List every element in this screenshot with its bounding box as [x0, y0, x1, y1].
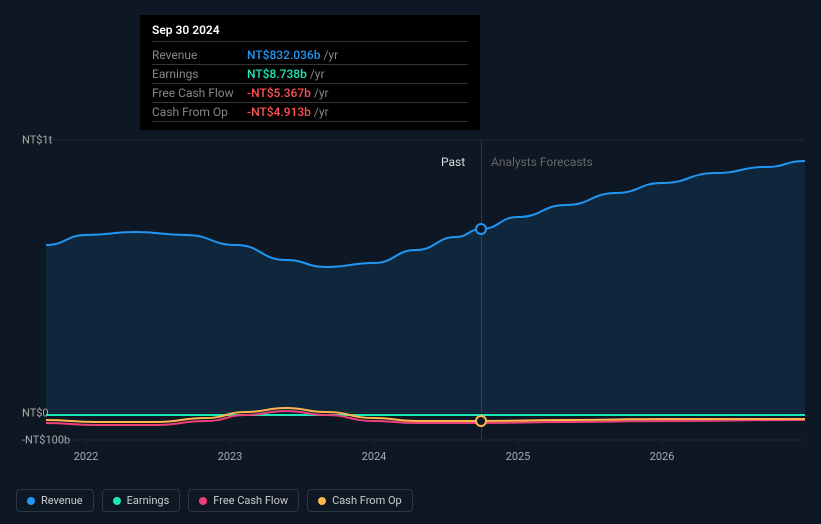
legend-item[interactable]: Free Cash Flow [188, 489, 299, 512]
x-axis-label: 2024 [362, 450, 387, 463]
tooltip-unit: /yr [314, 105, 329, 119]
legend-label: Revenue [41, 494, 83, 507]
y-axis-label: -NT$100b [22, 434, 70, 447]
y-axis-label: NT$0 [22, 406, 49, 419]
x-axis-label: 2026 [650, 450, 675, 463]
legend-item[interactable]: Cash From Op [307, 489, 413, 512]
tooltip-value: -NT$5.367b [247, 86, 311, 100]
x-axis-label: 2022 [74, 450, 99, 463]
tooltip-unit: /yr [323, 48, 338, 62]
tooltip-row: Free Cash Flow-NT$5.367b/yr [152, 84, 468, 103]
y-axis-label: NT$1t [22, 134, 52, 147]
tooltip-unit: /yr [310, 67, 325, 81]
legend-label: Cash From Op [332, 494, 402, 507]
legend-dot-icon [318, 497, 326, 505]
tooltip-unit: /yr [314, 86, 329, 100]
tooltip-date: Sep 30 2024 [152, 23, 468, 42]
legend-label: Earnings [127, 494, 170, 507]
legend-dot-icon [27, 497, 35, 505]
tooltip-rows: RevenueNT$832.036b/yrEarningsNT$8.738b/y… [152, 46, 468, 122]
tooltip-label: Free Cash Flow [152, 86, 247, 100]
legend-item[interactable]: Earnings [102, 489, 181, 512]
tooltip-value: NT$8.738b [247, 67, 307, 81]
legend-dot-icon [199, 497, 207, 505]
x-axis-label: 2025 [506, 450, 531, 463]
tooltip-row: EarningsNT$8.738b/yr [152, 65, 468, 84]
x-axis-label: 2023 [218, 450, 243, 463]
tooltip-value: NT$832.036b [247, 48, 320, 62]
tooltip-row: RevenueNT$832.036b/yr [152, 46, 468, 65]
legend-dot-icon [113, 497, 121, 505]
tooltip-label: Revenue [152, 48, 247, 62]
legend: Revenue Earnings Free Cash Flow Cash From O… [16, 489, 413, 512]
legend-item[interactable]: Revenue [16, 489, 94, 512]
chart-svg [16, 125, 805, 470]
legend-label: Free Cash Flow [213, 494, 288, 507]
tooltip-label: Earnings [152, 67, 247, 81]
tooltip-label: Cash From Op [152, 105, 247, 119]
chart-area[interactable]: Past Analysts Forecasts NT$1t NT$0 -NT$100… [16, 125, 805, 470]
hover-tooltip: Sep 30 2024 RevenueNT$832.036b/yrEarning… [140, 15, 480, 130]
tooltip-row: Cash From Op-NT$4.913b/yr [152, 103, 468, 122]
past-label: Past [441, 155, 465, 169]
tooltip-value: -NT$4.913b [247, 105, 311, 119]
forecast-label: Analysts Forecasts [491, 155, 593, 169]
